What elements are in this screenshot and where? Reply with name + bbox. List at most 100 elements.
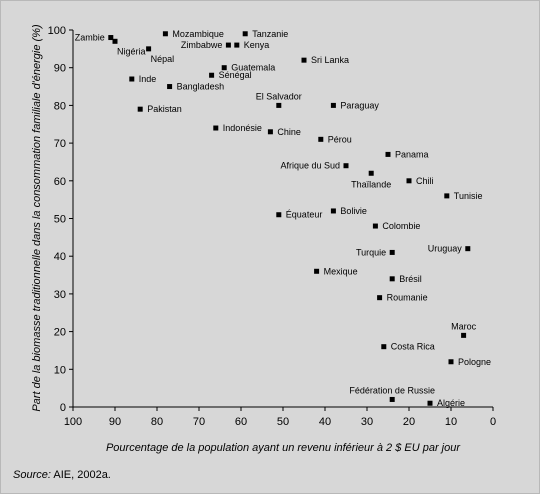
data-point-marker xyxy=(389,276,395,282)
data-point-label: El Salvador xyxy=(256,91,302,101)
y-tick-label: 80 xyxy=(54,100,66,112)
data-point-marker xyxy=(213,125,219,131)
x-tick-label: 0 xyxy=(490,416,496,428)
data-point-marker xyxy=(427,400,433,406)
data-point-label: Paraguay xyxy=(340,100,379,110)
data-point-label: Bolivie xyxy=(340,206,367,216)
x-tick-label: 100 xyxy=(64,416,82,428)
data-point-marker xyxy=(381,344,387,350)
data-point-marker xyxy=(209,72,215,78)
data-point-marker xyxy=(368,170,374,176)
data-point-marker xyxy=(146,46,152,52)
y-tick-label: 0 xyxy=(60,402,66,414)
data-point-label: Uruguay xyxy=(428,244,463,254)
data-point-marker xyxy=(108,35,114,41)
y-tick-label: 50 xyxy=(54,214,66,226)
data-point-marker xyxy=(330,102,336,108)
data-point-marker xyxy=(377,295,383,301)
source-key: Source: xyxy=(13,469,51,481)
data-point-label: Sri Lanka xyxy=(311,55,349,65)
y-tick-label: 70 xyxy=(54,138,66,150)
x-tick-label: 40 xyxy=(319,416,331,428)
y-tick-label: 30 xyxy=(54,289,66,301)
y-tick-label: 90 xyxy=(54,63,66,75)
data-point-marker xyxy=(301,57,307,63)
data-point-label: Pakistan xyxy=(147,104,182,114)
y-tick-label: 60 xyxy=(54,176,66,188)
data-point-label: Tunisie xyxy=(454,191,483,201)
data-point-label: Costa Rica xyxy=(391,342,435,352)
data-point-marker xyxy=(314,268,320,274)
data-point-label: Fédération de Russie xyxy=(349,385,435,395)
data-point-marker xyxy=(389,249,395,255)
data-point-marker xyxy=(461,332,467,338)
data-point-label: Équateur xyxy=(286,210,323,220)
source-note: Source: AIE, 2002a. xyxy=(13,469,111,481)
data-point-marker xyxy=(137,106,143,112)
data-point-marker xyxy=(444,193,450,199)
data-point-label: Kenya xyxy=(244,40,270,50)
data-point-label: Roumanie xyxy=(387,293,428,303)
data-point-label: Chili xyxy=(416,176,434,186)
data-point-marker xyxy=(343,163,349,169)
data-point-label: Bangladesh xyxy=(177,82,225,92)
data-point-marker xyxy=(385,151,391,157)
y-axis-title: Part de la biomasse traditionnelle dans … xyxy=(31,24,43,412)
y-tick-label: 20 xyxy=(54,327,66,339)
data-point-label: Pologne xyxy=(458,357,491,367)
source-text: AIE, 2002a. xyxy=(53,469,111,481)
data-point-marker xyxy=(465,246,471,252)
x-tick-label: 70 xyxy=(193,416,205,428)
data-points: Zambie Nigéria Mozambique Tanzanie Népal Zimb… xyxy=(75,29,491,408)
x-tick-label: 90 xyxy=(109,416,121,428)
data-point-marker xyxy=(242,31,248,37)
data-point-label: Colombie xyxy=(382,221,420,231)
data-point-label: Panama xyxy=(395,149,429,159)
x-tick-label: 60 xyxy=(235,416,247,428)
data-point-marker xyxy=(221,65,227,71)
data-point-label: Sénégal xyxy=(219,70,252,80)
data-point-label: Chine xyxy=(277,127,301,137)
data-point-marker xyxy=(448,359,454,365)
y-tick-label: 40 xyxy=(54,251,66,263)
data-point-marker xyxy=(129,76,135,82)
data-point-label: Nigéria xyxy=(117,46,146,56)
data-point-label: Indonésie xyxy=(223,123,262,133)
data-point-label: Zambie xyxy=(75,33,105,43)
data-point-label: Thaïlande xyxy=(351,179,391,189)
data-point-label: Pérou xyxy=(328,134,352,144)
x-tick-label: 30 xyxy=(361,416,373,428)
data-point-label: Turquie xyxy=(356,247,386,257)
data-point-marker xyxy=(330,208,336,214)
data-point-marker xyxy=(372,223,378,229)
data-point-marker xyxy=(276,212,282,218)
data-point-marker xyxy=(276,102,282,108)
data-point-marker xyxy=(267,129,273,135)
x-tick-label: 10 xyxy=(445,416,457,428)
data-point-label: Inde xyxy=(139,74,157,84)
data-point-marker xyxy=(162,31,168,37)
data-point-marker xyxy=(112,38,118,44)
y-tick-label: 10 xyxy=(54,364,66,376)
data-point-label: Mexique xyxy=(324,266,358,276)
x-tick-label: 50 xyxy=(277,416,289,428)
data-point-label: Tanzanie xyxy=(252,29,288,39)
data-point-label: Guatemala xyxy=(231,63,275,73)
axes: 100 90 80 70 60 50 40 30 20 10 0010203040506070809… xyxy=(48,25,496,428)
x-tick-label: 20 xyxy=(403,416,415,428)
x-axis-title: Pourcentage de la population ayant un re… xyxy=(106,442,461,454)
data-point-marker xyxy=(406,178,412,184)
data-point-label: Algérie xyxy=(437,398,465,408)
data-point-marker xyxy=(225,42,231,48)
data-point-label: Népal xyxy=(151,54,175,64)
data-point-label: Brésil xyxy=(399,274,422,284)
data-point-marker xyxy=(167,84,173,90)
data-point-label: Maroc xyxy=(451,321,477,331)
data-point-label: Afrique du Sud xyxy=(280,161,340,171)
data-point-marker xyxy=(234,42,240,48)
data-point-marker xyxy=(318,136,324,142)
data-point-label: Mozambique xyxy=(172,29,224,39)
y-tick-label: 100 xyxy=(48,25,66,37)
